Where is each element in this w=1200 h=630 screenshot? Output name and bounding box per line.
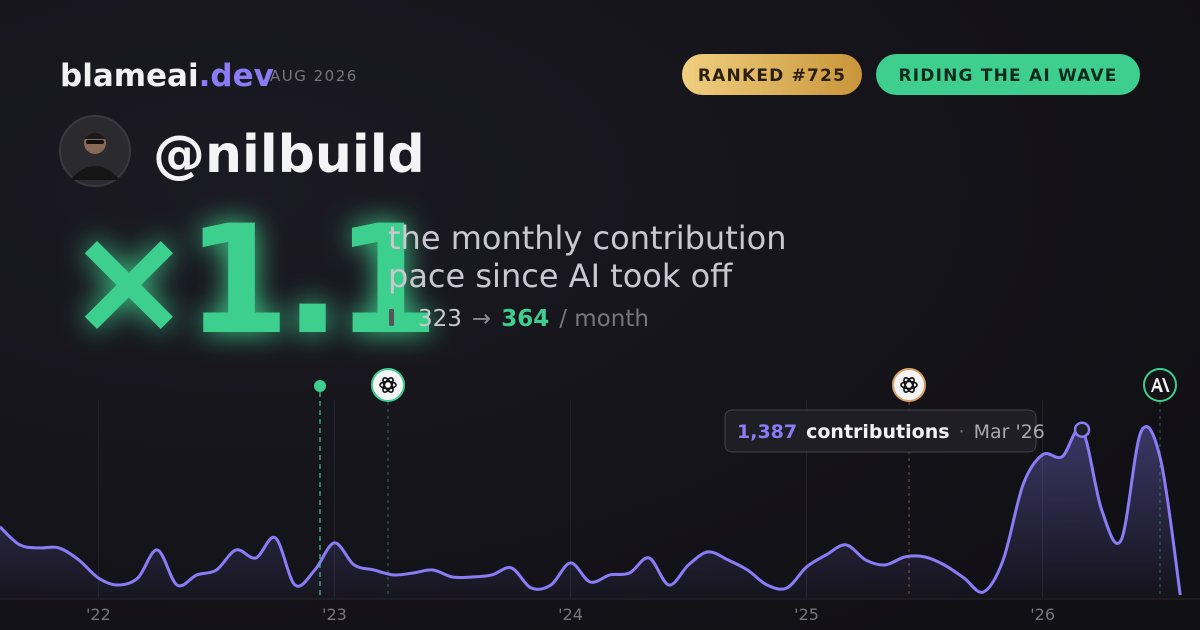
- pace-icon: [399, 309, 404, 326]
- brand-tld: .dev: [199, 58, 274, 94]
- x-tick-label: '26: [1030, 605, 1055, 624]
- chart: '22 '23 '24 '25 '26: [0, 400, 1200, 624]
- multiplier: ×1.1: [66, 194, 433, 368]
- tooltip-separator: ·: [959, 421, 965, 443]
- pace-unit: / month: [559, 306, 649, 332]
- pace-before: 323: [418, 306, 462, 332]
- handle: @nilbuild: [153, 125, 425, 185]
- brand-name: blameai: [60, 58, 199, 94]
- status-badge-text: RIDING THE AI WAVE: [898, 66, 1117, 86]
- description-line: pace since AI took off: [388, 257, 733, 295]
- status-badge: [876, 54, 1140, 95]
- area: [0, 426, 1181, 598]
- brand: blameai.dev: [60, 58, 274, 94]
- event-markers: [314, 368, 1177, 598]
- tooltip: 1,387 contributions · Mar '26: [724, 409, 1045, 453]
- avatar: [59, 115, 131, 187]
- description-line: the monthly contribution: [388, 219, 786, 257]
- x-tick-label: '23: [322, 605, 347, 624]
- tooltip-value: 1,387: [737, 421, 797, 443]
- pace-icon: [389, 309, 394, 326]
- x-tick-label: '22: [86, 605, 111, 624]
- rank-badge: [682, 54, 862, 95]
- highlight-point: [1073, 421, 1091, 438]
- pace: 323 → 364 / month: [418, 306, 649, 332]
- pace-arrow: →: [472, 306, 491, 332]
- tooltip-text: 1,387 contributions · Mar '26: [737, 421, 1045, 443]
- x-tick-label: '25: [794, 605, 819, 624]
- tooltip-label: contributions: [806, 421, 949, 443]
- pace-after: 364: [501, 306, 549, 332]
- rank-badge-text: RANKED #725: [698, 66, 846, 86]
- tooltip-date: Mar '26: [974, 421, 1045, 443]
- x-tick-label: '24: [558, 605, 583, 624]
- date: AUG 2026: [270, 67, 358, 85]
- line: [0, 425, 1182, 596]
